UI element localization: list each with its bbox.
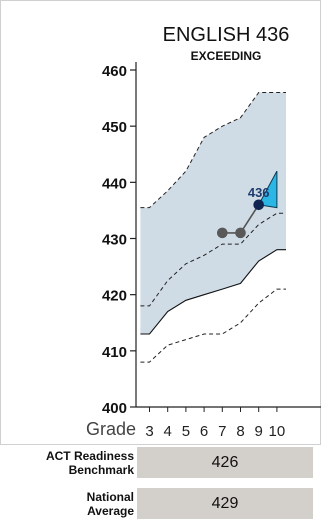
benchmark-label: National Average — [86, 490, 134, 518]
chart-title: ENGLISH 436 — [163, 24, 290, 46]
x-axis-label: Grade — [86, 419, 136, 439]
y-tick-label: 440 — [102, 175, 127, 192]
chart-subtitle: EXCEEDING — [191, 49, 262, 63]
y-tick-label: 400 — [102, 400, 127, 417]
y-tick-label: 430 — [102, 232, 127, 249]
x-tick-label: 7 — [218, 423, 226, 440]
lower-dashed-line — [140, 288, 286, 363]
data-label: 436 — [248, 185, 270, 200]
score-point — [217, 227, 228, 239]
benchmark-value: 426 — [137, 447, 313, 478]
upper-dashed-bottom — [140, 212, 286, 307]
y-tick-label: 450 — [102, 119, 127, 136]
x-tick-label: 4 — [164, 423, 172, 440]
x-tick-label: 5 — [182, 423, 190, 440]
score-chart: 400 410 420 430 440 450 460 3 4 5 6 7 8 9 10 436 ENGLI… — [0, 0, 321, 445]
score-point — [235, 227, 246, 239]
y-tick-label: 410 — [102, 344, 127, 361]
x-tick-label: 3 — [145, 423, 153, 440]
exceeding-band — [140, 92, 286, 334]
x-tick-label: 8 — [236, 423, 244, 440]
x-tick-label: 6 — [200, 423, 208, 440]
benchmark-value: 429 — [137, 488, 313, 519]
benchmark-row-act: ACT Readiness Benchmark 426 — [0, 446, 321, 480]
benchmark-label: ACT Readiness Benchmark — [45, 449, 134, 477]
band-lower-line — [140, 249, 286, 335]
y-tick-label: 460 — [102, 63, 127, 80]
benchmark-row-national: National Average 429 — [0, 487, 321, 521]
x-tick-label: 10 — [269, 423, 286, 440]
x-tick-label: 9 — [255, 423, 263, 440]
upper-dashed-top — [140, 92, 286, 209]
current-score-point — [253, 199, 264, 211]
projection-range — [257, 170, 278, 209]
y-tick-label: 420 — [102, 288, 127, 305]
